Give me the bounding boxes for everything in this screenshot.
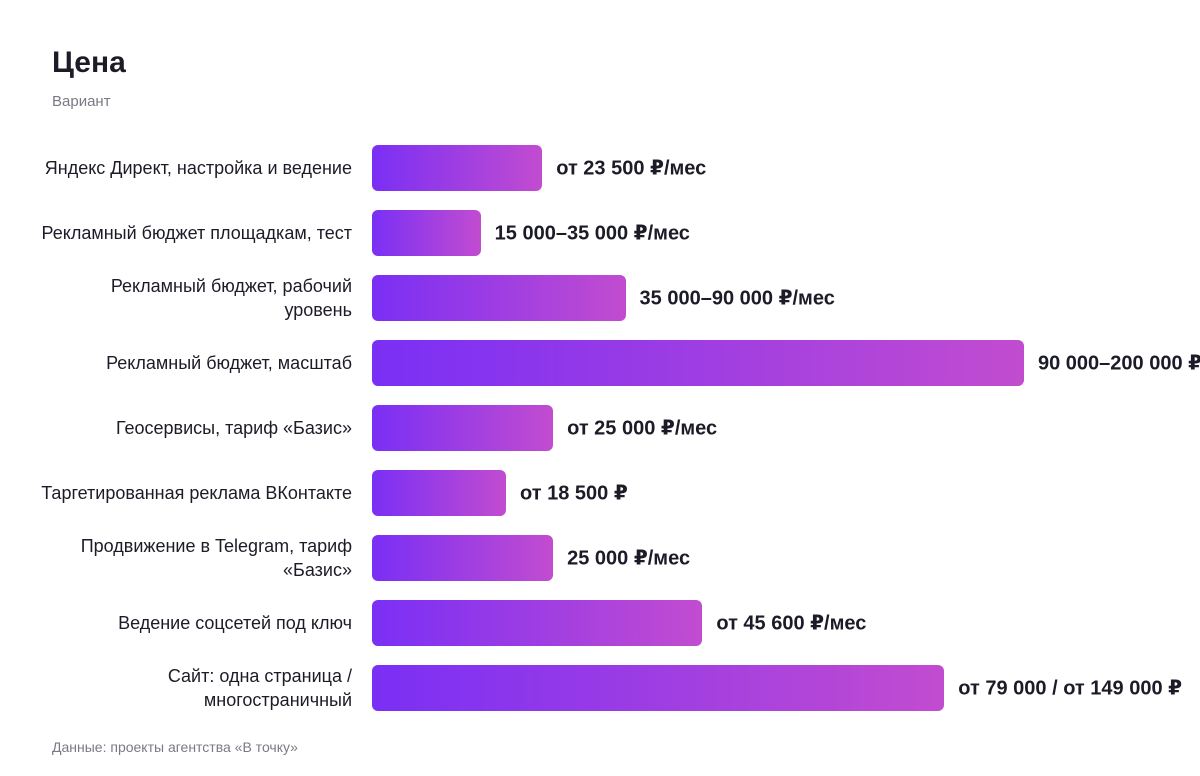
value-label: от 23 500 ₽/мес: [556, 157, 707, 180]
category-label: Рекламный бюджет площадкам, тест: [41, 223, 352, 243]
bar: [372, 470, 507, 516]
category-label: Геосервисы, тариф «Базис»: [115, 418, 352, 438]
category-label: Ведение соцсетей под ключ: [118, 613, 352, 633]
bar: [372, 405, 554, 451]
value-label: 90 000–200 000 ₽/мес: [1038, 352, 1200, 375]
value-label: от 25 000 ₽/мес: [567, 417, 718, 440]
category-label: Рекламный бюджет, рабочий уровень: [110, 276, 352, 320]
value-label: 25 000 ₽/мес: [567, 547, 691, 570]
bar: [372, 535, 554, 581]
chart-title: Цена: [52, 46, 126, 79]
bar: [372, 210, 481, 256]
chart-subtitle: Вариант: [52, 93, 111, 110]
category-label: Таргетированная реклама ВКонтакте: [41, 483, 352, 503]
category-label: Яндекс Директ, настройка и ведение: [44, 158, 352, 178]
category-label: Продвижение в Telegram, тариф «Базис»: [80, 536, 352, 580]
value-label: 15 000–35 000 ₽/мес: [494, 222, 690, 245]
bar: [372, 600, 703, 646]
bar: [372, 145, 543, 191]
bar: [372, 665, 945, 711]
value-label: от 18 500 ₽: [520, 482, 628, 505]
category-label: Сайт: одна страница / многостраничный: [167, 666, 352, 710]
bar: [372, 340, 1024, 386]
chart-source: Данные: проекты агентства «В точку»: [52, 739, 298, 755]
value-label: от 79 000 / от 149 000 ₽: [958, 677, 1183, 700]
value-label: от 45 600 ₽/мес: [716, 612, 867, 635]
bar: [372, 275, 626, 321]
category-label: Рекламный бюджет, масштаб: [106, 353, 352, 373]
value-label: 35 000–90 000 ₽/мес: [639, 287, 835, 310]
